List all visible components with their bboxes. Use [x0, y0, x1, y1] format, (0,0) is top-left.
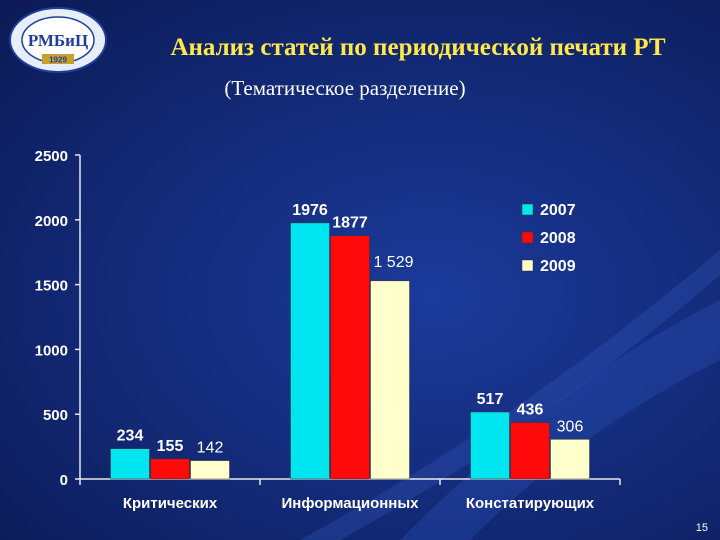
- y-tick-label: 1500: [35, 278, 68, 295]
- legend-swatch-2009: [521, 259, 534, 272]
- library-logo: РМБиЦ 1929: [9, 7, 107, 73]
- page-number: 15: [695, 522, 708, 534]
- bar-2008: [330, 235, 370, 480]
- data-label: 436: [517, 401, 544, 418]
- x-category-label: Констатирующих: [466, 495, 595, 512]
- bar-2008: [510, 422, 550, 480]
- y-tick-label: 2000: [35, 213, 68, 230]
- logo-text: РМБиЦ: [28, 31, 88, 50]
- bar-2009: [190, 460, 230, 480]
- data-label: 234: [117, 428, 144, 445]
- legend-swatch-2007: [521, 203, 534, 216]
- y-tick-label: 500: [43, 407, 68, 424]
- y-tick-label: 0: [60, 472, 68, 489]
- x-category-label: Информационных: [281, 495, 419, 512]
- legend-label: 2009: [540, 258, 576, 275]
- bar-2009: [550, 439, 590, 480]
- bar-2007: [110, 448, 150, 480]
- data-label: 1976: [292, 202, 328, 219]
- data-label: 1 529: [373, 254, 413, 271]
- bar-2008: [150, 458, 190, 480]
- logo-year: 1929: [49, 56, 67, 65]
- legend-label: 2008: [540, 230, 576, 247]
- bar-2007: [290, 222, 330, 480]
- bar-2009: [370, 280, 410, 480]
- slide-title: Анализ статей по периодической печати РТ: [170, 34, 666, 61]
- data-label: 142: [197, 440, 224, 457]
- slide-subtitle: (Тематическое разделение): [224, 76, 466, 100]
- y-tick-label: 1000: [35, 342, 68, 359]
- legend-label: 2007: [540, 202, 576, 219]
- legend-swatch-2008: [521, 231, 534, 244]
- bar-2007: [470, 411, 510, 480]
- data-label: 306: [557, 418, 584, 435]
- data-label: 1877: [332, 215, 368, 232]
- data-label: 517: [477, 391, 504, 408]
- y-tick-label: 2500: [35, 148, 68, 165]
- x-category-label: Критических: [123, 495, 218, 512]
- data-label: 155: [157, 438, 184, 455]
